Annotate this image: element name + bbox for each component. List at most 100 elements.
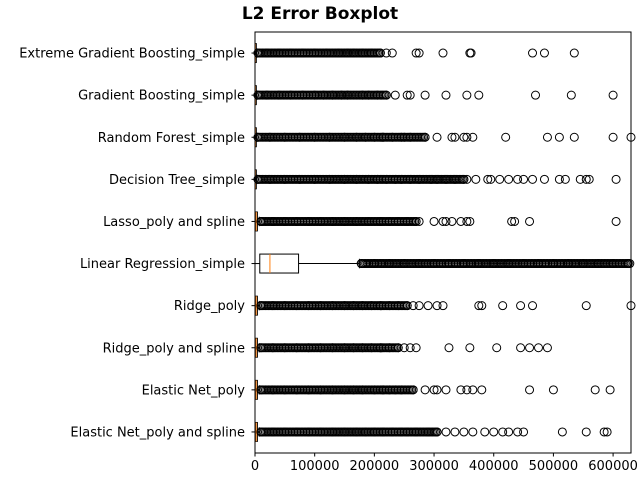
box-group [254, 337, 552, 358]
flier-point [519, 174, 529, 184]
flier-point [396, 132, 406, 142]
flier-point [528, 301, 538, 311]
flier-point [286, 48, 296, 58]
flier-point [298, 48, 308, 58]
x-tick-label: 200000 [350, 459, 400, 474]
flier-point [426, 174, 436, 184]
flier-point [528, 48, 538, 58]
y-tick-label: Linear Regression_simple [80, 257, 245, 272]
flier-point [274, 90, 284, 100]
flier-point [399, 259, 409, 269]
flier-point [420, 385, 430, 395]
flier-point [328, 90, 338, 100]
flier-point [548, 259, 558, 269]
flier-point [539, 174, 549, 184]
flier-point [340, 216, 350, 226]
flier-point [474, 259, 484, 269]
flier-point [450, 427, 460, 437]
flier-point [441, 427, 451, 437]
flier-point [411, 427, 421, 437]
flier-point [280, 385, 290, 395]
flier-point [387, 427, 397, 437]
box-group [254, 379, 615, 400]
y-tick-label: Elastic Net_poly [142, 383, 246, 398]
flier-point [531, 90, 541, 100]
flier-point [548, 385, 558, 395]
flier-point [429, 259, 439, 269]
flier-point [387, 48, 397, 58]
flier-point [474, 90, 484, 100]
flier-point [519, 259, 529, 269]
flier-point [402, 427, 412, 437]
flier-point [525, 385, 535, 395]
plot-area [253, 43, 636, 442]
box-group [254, 253, 635, 274]
flier-point [569, 48, 579, 58]
x-tick-label: 500000 [529, 459, 579, 474]
flier-point [304, 385, 314, 395]
flier-point [450, 132, 460, 142]
flier-point [310, 48, 320, 58]
flier-point [396, 174, 406, 184]
flier-point [268, 427, 278, 437]
flier-point [322, 48, 332, 58]
flier-point [465, 216, 475, 226]
flier-point [390, 174, 400, 184]
flier-point [411, 216, 421, 226]
flier-point [280, 174, 290, 184]
flier-point [563, 259, 573, 269]
flier-point [432, 301, 442, 311]
y-tick-label: Ridge_poly and spline [103, 341, 245, 356]
flier-point [533, 259, 543, 269]
flier-point [268, 301, 278, 311]
flier-point [525, 343, 535, 353]
flier-point [343, 48, 353, 58]
flier-point [280, 301, 290, 311]
flier-point [363, 90, 373, 100]
flier-point [366, 48, 376, 58]
flier-point [363, 216, 373, 226]
flier-point [608, 90, 618, 100]
x-tick-label: 300000 [409, 459, 459, 474]
flier-point [414, 301, 424, 311]
flier-point [372, 90, 382, 100]
flier-point [405, 343, 415, 353]
flier-point [542, 343, 552, 353]
flier-point [384, 343, 394, 353]
flier-point [378, 385, 388, 395]
flier-point [268, 343, 278, 353]
flier-point [372, 174, 382, 184]
flier-point [369, 132, 379, 142]
flier-point [265, 174, 275, 184]
flier-point [375, 343, 385, 353]
flier-point [274, 48, 284, 58]
flier-point [447, 132, 457, 142]
y-tick-label: Decision Tree_simple [109, 173, 245, 188]
flier-point [477, 385, 487, 395]
flier-point [304, 343, 314, 353]
flier-point [569, 132, 579, 142]
flier-point [468, 427, 478, 437]
flier-point [444, 259, 454, 269]
flier-point [268, 385, 278, 395]
flier-point [429, 385, 439, 395]
flier-point [542, 132, 552, 142]
flier-point [408, 301, 418, 311]
flier-point [405, 132, 415, 142]
flier-point [256, 385, 266, 395]
flier-point [280, 216, 290, 226]
y-tick-label: Random Forest_simple [98, 131, 245, 146]
y-tick-label: Elastic Net_poly and spline [70, 425, 245, 440]
flier-point [405, 90, 415, 100]
flier-point [378, 132, 388, 142]
flier-point [486, 174, 496, 184]
flier-point [480, 427, 490, 437]
box-group [254, 295, 636, 316]
flier-point [319, 90, 329, 100]
flier-point [462, 216, 472, 226]
flier-point [489, 259, 499, 269]
flier-point [381, 174, 391, 184]
flier-point [539, 48, 549, 58]
flier-point [348, 301, 358, 311]
flier-point [581, 301, 591, 311]
